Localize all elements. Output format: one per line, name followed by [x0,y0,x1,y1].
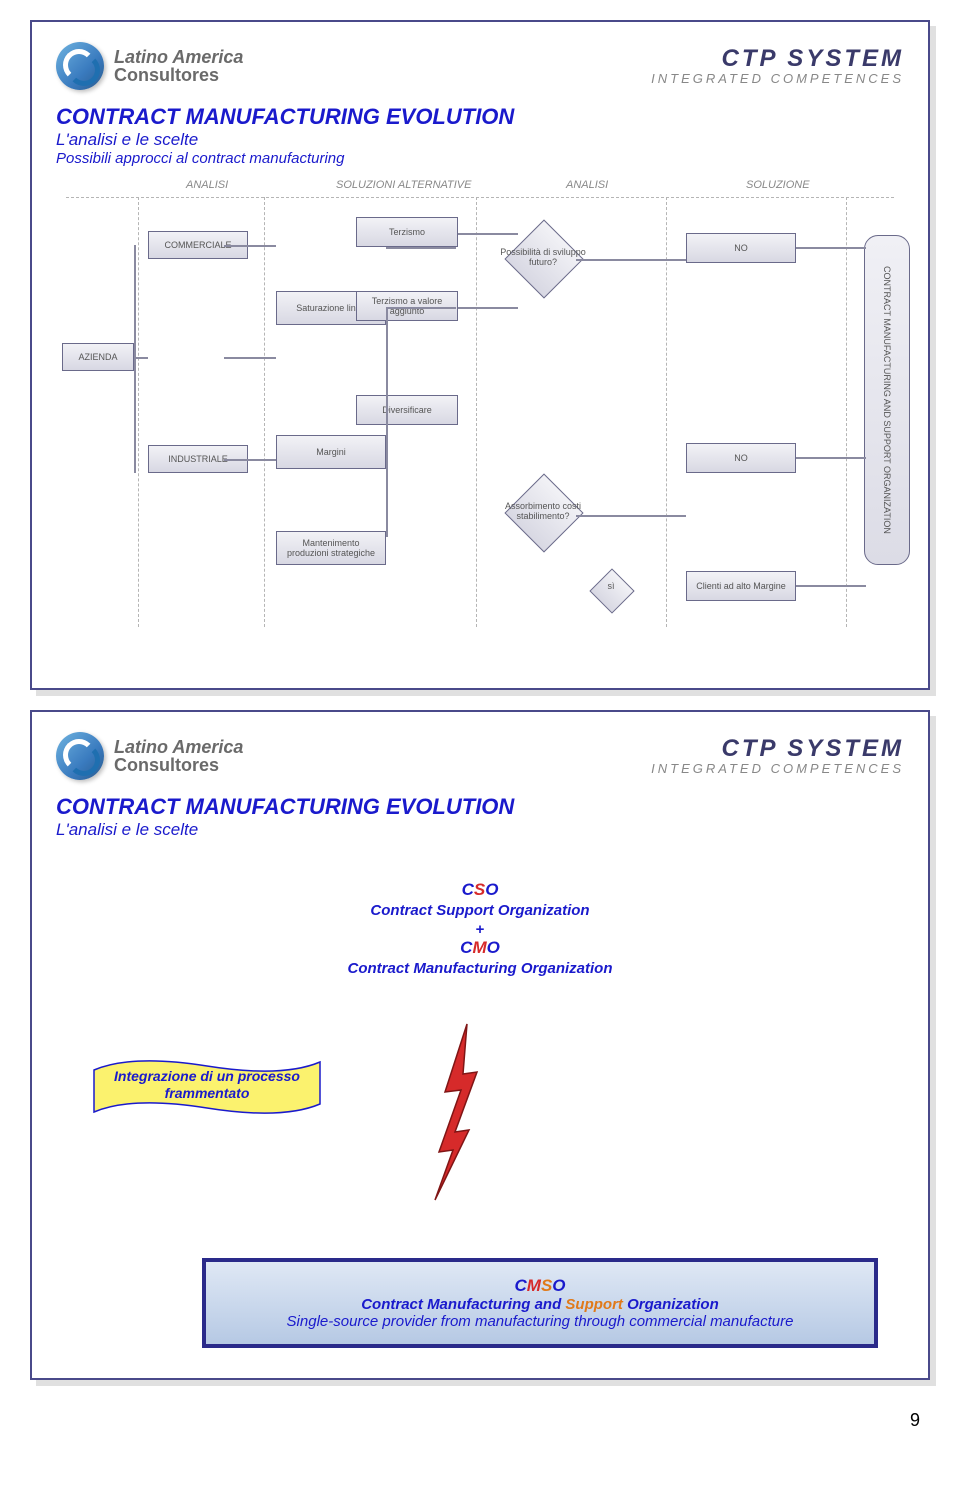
slide-2: Latino America Consultores CTP SYSTEM IN… [30,710,930,1380]
flowchart-connector [796,585,866,587]
flowchart-connector [458,307,518,309]
cmso-box: CMSO Contract Manufacturing and Support … [202,1258,878,1348]
flowchart-end-capsule: CONTRACT MANUFACTURING AND SUPPORT ORGAN… [864,235,910,565]
cso-label: Contract Support Organization [56,902,904,919]
flowchart-connector [224,459,276,461]
header-row: Latino America Consultores CTP SYSTEM IN… [56,726,904,786]
flowchart-box: Mantenimento produzioni strategiche [276,531,386,565]
flowchart: ANALISI SOLUZIONI ALTERNATIVE ANALISI SOLUZ… [56,175,904,635]
flowchart-connector [458,233,518,235]
flowchart-box: Terzismo a valore aggiunto [356,291,458,321]
flowchart-connector [224,357,276,359]
flowchart-decision-label: sì [566,581,656,591]
flowchart-decision-label: Assorbimento costi stabilimento? [498,501,588,521]
title-block: CONTRACT MANUFACTURING EVOLUTION L'anali… [56,104,904,167]
flowchart-box: Diversificare [356,395,458,425]
cmso-line: Contract Manufacturing and Support Organ… [224,1296,856,1313]
slide2-title: CONTRACT MANUFACTURING EVOLUTION [56,794,904,820]
flowchart-column-header: ANALISI [186,179,228,191]
cso-code: CSO [56,880,904,900]
logo-left-text: Latino America Consultores [114,738,243,774]
flowchart-decision-label: Possibilità di sviluppo futuro? [498,247,588,267]
logo-right-line2: INTEGRATED COMPETENCES [651,761,904,776]
logo-left-line2: Consultores [114,756,243,774]
flowchart-connector [134,357,148,359]
cmso-desc: Single-source provider from manufacturin… [224,1313,856,1330]
flowchart-connector [796,247,866,249]
logo-left-text: Latino America Consultores [114,48,243,84]
flowchart-decision [589,568,634,613]
flowchart-divider [476,197,477,627]
flowchart-box: Clienti ad alto Margine [686,571,796,601]
lightning-icon [427,1022,487,1202]
page-number: 9 [0,1400,960,1461]
slide1-sub2: Possibili approcci al contract manufactu… [56,150,904,167]
flowchart-divider [138,197,139,627]
flowchart-connector [576,515,686,517]
cmso-code: CMSO [224,1276,856,1296]
flowchart-column-header: SOLUZIONE [746,179,810,191]
cmo-code: CMO [56,938,904,958]
logo-left: Latino America Consultores [56,42,243,90]
slide2-sub1: L'analisi e le scelte [56,820,904,840]
flowchart-connector [224,245,276,247]
flowchart-divider [666,197,667,627]
logo-right-line1: CTP SYSTEM [651,47,904,71]
ribbon-text: Integrazione di un processo frammentato [92,1068,322,1102]
cso-cmo-block: CSO Contract Support Organization + CMO … [56,880,904,977]
flowchart-column-header: ANALISI [566,179,608,191]
header-row: Latino America Consultores CTP SYSTEM IN… [56,36,904,96]
slide-1: Latino America Consultores CTP SYSTEM IN… [30,20,930,690]
flowchart-column-header: SOLUZIONI ALTERNATIVE [336,179,472,191]
globe-icon [56,732,104,780]
flowchart-connector [576,259,686,261]
logo-right-line2: INTEGRATED COMPETENCES [651,71,904,86]
flowchart-connector [386,307,388,537]
flowchart-divider [846,197,847,627]
flowchart-top-divider [66,197,894,198]
flowchart-connector [134,245,136,473]
ribbon-line2: frammentato [165,1085,250,1101]
logo-left-line2: Consultores [114,66,243,84]
slide1-title: CONTRACT MANUFACTURING EVOLUTION [56,104,904,130]
flowchart-connector [796,457,866,459]
logo-left-line1: Latino America [114,738,243,756]
title-block: CONTRACT MANUFACTURING EVOLUTION L'anali… [56,794,904,840]
flowchart-box: AZIENDA [62,343,134,371]
logo-right: CTP SYSTEM INTEGRATED COMPETENCES [651,737,904,776]
flowchart-box: NO [686,233,796,263]
cmo-label: Contract Manufacturing Organization [56,960,904,977]
flowchart-box: Margini [276,435,386,469]
slide1-sub1: L'analisi e le scelte [56,130,904,150]
ribbon-line1: Integrazione di un processo [114,1068,300,1084]
flowchart-connector [386,247,456,249]
globe-icon [56,42,104,90]
flowchart-box: NO [686,443,796,473]
logo-right: CTP SYSTEM INTEGRATED COMPETENCES [651,47,904,86]
logo-left-line1: Latino America [114,48,243,66]
flowchart-divider [264,197,265,627]
logo-right-line1: CTP SYSTEM [651,737,904,761]
flowchart-box: Terzismo [356,217,458,247]
logo-left: Latino America Consultores [56,732,243,780]
plus-sign: + [56,921,904,938]
flowchart-connector [386,307,456,309]
